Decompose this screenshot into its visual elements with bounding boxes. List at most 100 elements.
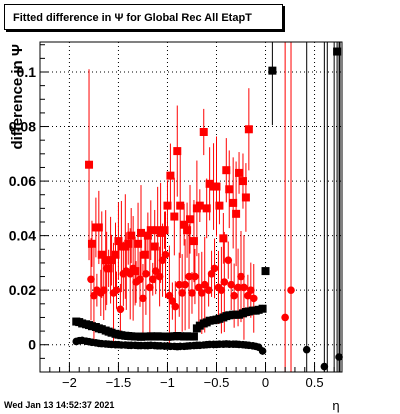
data-point-square [199, 128, 208, 136]
data-point-square [189, 237, 198, 246]
data-point-square [215, 201, 224, 210]
data-point-circle [335, 353, 343, 361]
data-point-circle [234, 283, 242, 292]
data-point-circle [217, 286, 226, 294]
data-point-square [160, 226, 169, 235]
y-tick-label: 0.02 [9, 282, 36, 298]
data-point-circle [102, 264, 111, 273]
data-point-circle [185, 272, 193, 281]
data-point-circle [200, 280, 209, 289]
data-point-circle [178, 289, 186, 297]
data-point-square [232, 209, 241, 218]
data-point-circle [87, 275, 95, 284]
data-point-circle [210, 264, 219, 273]
data-point-circle [249, 294, 258, 303]
data-point-circle [258, 347, 267, 355]
data-point-square [97, 250, 106, 259]
data-point-square [268, 66, 277, 75]
data-point-circle [161, 250, 170, 259]
x-tick-label: −1 [160, 375, 175, 390]
data-point-square [136, 228, 145, 237]
data-point-square [114, 237, 123, 246]
data-point-circle [151, 267, 160, 275]
data-markers [72, 47, 343, 371]
data-point-square [186, 215, 195, 224]
data-point-square [143, 231, 152, 240]
data-point-circle [247, 286, 255, 294]
data-point-square [150, 242, 159, 251]
axes: −2 −1.5 −1 −0.5 0 0.5 0 0.02 0.04 0.06 0.08 0.1 [9, 44, 335, 390]
data-point-square [134, 239, 143, 248]
data-point-square [176, 201, 185, 210]
data-point-square [166, 171, 175, 180]
data-point-square [333, 47, 342, 56]
data-point-circle [320, 362, 329, 371]
data-point-circle [281, 313, 289, 322]
data-point-square [101, 256, 110, 265]
data-point-circle [155, 272, 164, 281]
data-point-square [229, 198, 238, 207]
data-point-square [241, 193, 250, 202]
y-tick-label: 0.04 [9, 228, 36, 244]
data-point-circle [237, 272, 245, 281]
data-point-square [163, 201, 172, 210]
y-tick-label: 0.08 [9, 119, 36, 135]
plot-frame [39, 41, 343, 373]
data-point-circle [146, 283, 154, 292]
data-point-square [111, 250, 120, 259]
data-point-circle [204, 286, 213, 294]
data-point-circle [139, 294, 147, 303]
data-point-circle [106, 256, 115, 264]
data-point-circle [136, 275, 144, 284]
data-point-square [244, 125, 253, 134]
data-point-circle [287, 286, 295, 294]
data-point-circle [142, 270, 150, 278]
data-point-square [189, 332, 198, 341]
data-point-circle [99, 286, 108, 294]
data-point-square [222, 166, 231, 175]
data-point-circle [230, 291, 238, 300]
data-point-circle [129, 264, 137, 273]
data-point-square [146, 226, 155, 235]
x-tick-label: 0.5 [306, 375, 324, 390]
data-point-square [212, 182, 221, 191]
data-point-circle [116, 305, 125, 314]
x-tick-label: −2 [62, 375, 77, 390]
timestamp-label: Wed Jan 13 14:52:37 2021 [4, 400, 115, 410]
y-tick-label: 0.06 [9, 173, 36, 189]
x-tick-label: 0 [262, 375, 269, 390]
data-point-square [225, 185, 234, 194]
data-point-square [124, 239, 133, 248]
x-tick-label: −1.5 [106, 375, 132, 390]
data-point-square [238, 177, 247, 186]
data-point-square [202, 204, 211, 213]
x-axis-label: η [332, 398, 339, 413]
y-tick-label: 0.1 [17, 64, 37, 80]
data-point-square [170, 212, 179, 221]
data-point-circle [148, 275, 157, 284]
data-point-circle [240, 283, 248, 292]
data-point-square [87, 239, 96, 248]
data-point-square [140, 250, 149, 259]
data-point-circle [191, 272, 199, 281]
data-point-square [183, 226, 192, 235]
data-point-circle [224, 256, 233, 264]
data-point-circle [112, 286, 121, 294]
data-point-square [180, 220, 189, 229]
chart-title: Fitted difference in Ψ for Global Rec Al… [4, 4, 283, 30]
data-point-square [219, 234, 228, 243]
data-point-circle [302, 345, 311, 354]
y-tick-label: 0 [28, 337, 36, 353]
data-point-square [173, 147, 182, 156]
data-point-square [261, 267, 270, 276]
data-point-square [127, 231, 136, 240]
data-point-circle [227, 280, 236, 289]
data-point-circle [181, 280, 189, 289]
data-point-square [235, 168, 244, 177]
data-point-square [195, 201, 204, 210]
y-axis-label: difference in Ψ [9, 44, 26, 150]
x-tick-label: −0.5 [204, 375, 230, 390]
data-point-circle [171, 302, 180, 311]
data-point-circle [188, 289, 196, 297]
